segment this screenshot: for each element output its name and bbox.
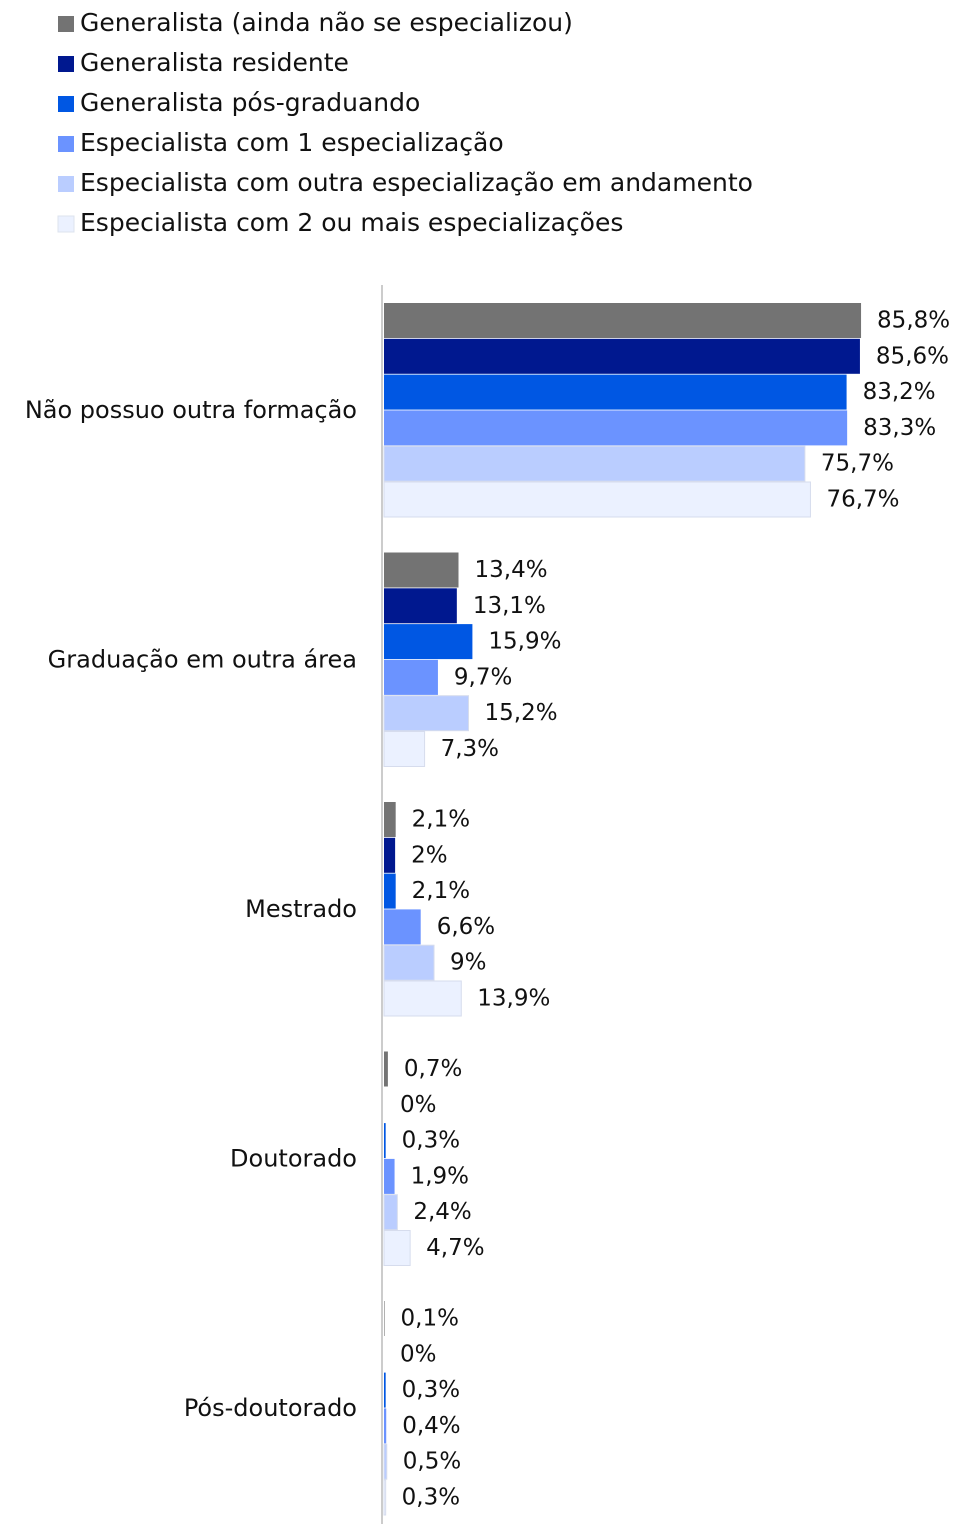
value-label: 76,7% — [826, 487, 899, 513]
bar — [384, 837, 396, 873]
value-label: 0% — [400, 1341, 437, 1367]
bar — [384, 1123, 386, 1159]
value-label: 2% — [411, 842, 448, 868]
bar — [384, 410, 848, 446]
bar — [383, 1443, 388, 1480]
legend-label: Especialista com 2 ou mais especializaçõ… — [80, 208, 623, 237]
bar — [383, 731, 426, 767]
value-label: 13,1% — [473, 593, 546, 619]
legend-label: Generalista (ainda não se especializou) — [80, 8, 573, 37]
legend-swatch — [58, 136, 74, 152]
value-label: 13,4% — [475, 557, 548, 583]
bar — [384, 1408, 387, 1444]
value-label: 83,3% — [863, 415, 936, 441]
bar — [384, 1051, 388, 1087]
bar — [384, 1301, 385, 1336]
bar — [384, 588, 457, 624]
value-label: 4,7% — [426, 1235, 484, 1261]
value-label: 6,6% — [437, 914, 495, 940]
legend-label: Especialista com 1 especialização — [80, 128, 504, 157]
legend-swatch — [58, 176, 74, 192]
value-label: 7,3% — [441, 736, 499, 762]
legend-label: Generalista residente — [80, 48, 349, 77]
value-label: 85,8% — [877, 308, 950, 334]
value-label: 75,7% — [821, 451, 894, 477]
category-label: Graduação em outra área — [48, 646, 357, 674]
value-label: 2,1% — [412, 807, 470, 833]
value-label: 15,9% — [488, 629, 561, 655]
bar — [383, 1230, 411, 1266]
value-label: 0,7% — [404, 1056, 462, 1082]
value-label: 0,4% — [402, 1413, 460, 1439]
bar — [384, 873, 396, 909]
bar — [384, 374, 847, 410]
value-label: 0,3% — [402, 1485, 460, 1511]
bar — [383, 445, 806, 482]
value-label: 83,2% — [863, 379, 936, 405]
value-label: 0,3% — [402, 1128, 460, 1154]
bar — [384, 338, 860, 374]
bar — [384, 552, 459, 588]
value-label: 2,4% — [413, 1199, 471, 1225]
bar — [383, 1194, 398, 1231]
bar — [384, 909, 421, 945]
category-label: Pós-doutorado — [184, 1394, 357, 1422]
legend-swatch — [58, 16, 74, 32]
bar — [384, 659, 438, 695]
value-label: 1,9% — [411, 1163, 469, 1189]
value-label: 9,7% — [454, 664, 512, 690]
value-label: 85,6% — [876, 343, 949, 369]
value-label: 15,2% — [485, 700, 558, 726]
legend-swatch — [58, 96, 74, 112]
legend-swatch — [58, 56, 74, 72]
value-label: 0,1% — [401, 1306, 459, 1332]
bar — [383, 980, 462, 1017]
value-label: 2,1% — [412, 878, 470, 904]
legend-label: Generalista pós-graduando — [80, 88, 420, 117]
bar — [383, 481, 811, 518]
bar — [384, 1372, 386, 1408]
category-label: Mestrado — [245, 895, 357, 923]
value-label: 0% — [400, 1092, 437, 1118]
category-label: Não possuo outra formação — [25, 396, 357, 424]
category-label: Doutorado — [230, 1145, 357, 1173]
value-label: 13,9% — [477, 986, 550, 1012]
bar — [383, 1479, 387, 1516]
bar — [384, 1158, 395, 1194]
legend-swatch — [57, 215, 75, 233]
bar — [383, 944, 435, 981]
legend-label: Especialista com outra especialização em… — [80, 168, 753, 197]
bar — [384, 303, 862, 338]
bar — [384, 802, 396, 837]
value-label: 0,3% — [402, 1377, 460, 1403]
bar — [384, 624, 473, 660]
bar — [383, 695, 470, 732]
value-label: 0,5% — [403, 1449, 461, 1475]
value-label: 9% — [450, 950, 487, 976]
